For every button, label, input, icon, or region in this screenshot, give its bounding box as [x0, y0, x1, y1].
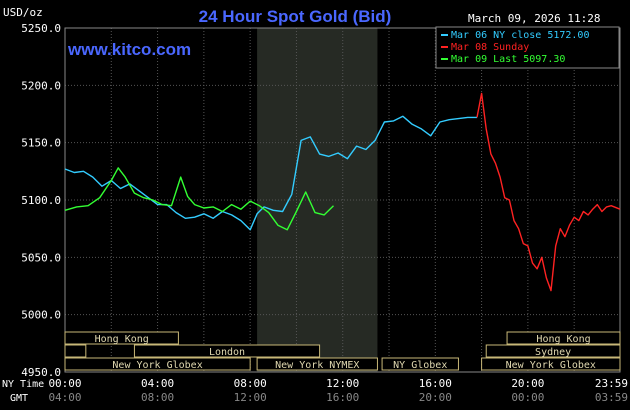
market-session-label: Sydney: [535, 347, 571, 358]
market-session-label: Hong Kong: [536, 334, 590, 345]
market-session-bar: [485, 344, 621, 358]
y-tick-label: 5100.0: [21, 194, 61, 207]
x-tick-label: 16:00: [419, 377, 452, 390]
series-line-0: [64, 115, 477, 231]
market-sessions: Hong Kong London New York Globex New York N…: [64, 331, 621, 371]
market-session-label: New York NYMEX: [275, 360, 359, 371]
market-session-label: London: [209, 347, 245, 358]
x-tick-label: 23:59: [595, 377, 628, 390]
gmt-tick-label: 16:00: [326, 391, 359, 404]
x-tick-label: 12:00: [326, 377, 359, 390]
axes: 4950.0 5000.0 5050.0 5100.0 5150.0 5200.0 5250…: [21, 22, 628, 404]
y-tick-label: 5200.0: [21, 79, 61, 92]
x-tick-label: 08:00: [234, 377, 267, 390]
y-tick-label: 4950.0: [21, 366, 61, 379]
legend-entry: Mar 09 Last 5097.30: [451, 54, 565, 65]
market-session-bar: [64, 331, 179, 345]
market-session-bar: [64, 344, 87, 358]
gmt-tick-label: 00:00: [511, 391, 544, 404]
market-session-label: New York Globex: [112, 360, 202, 371]
market-session-bar: [381, 357, 459, 371]
market-session-bar: [481, 357, 621, 371]
series-lines: [64, 92, 621, 292]
unit-label: USD/oz: [3, 6, 43, 19]
market-session-bar: [506, 331, 621, 345]
legend-box: [435, 26, 620, 69]
chart-title: 24 Hour Spot Gold (Bid): [199, 7, 392, 26]
gmt-tick-label: 12:00: [234, 391, 267, 404]
market-session-bar: [256, 357, 378, 371]
market-session-label: NY Globex: [393, 360, 447, 371]
gmt-tick-label: 20:00: [419, 391, 452, 404]
date-stamp: March 09, 2026 11:28: [468, 12, 600, 25]
gmt-tick-label: 08:00: [141, 391, 174, 404]
x-tick-label: 20:00: [511, 377, 544, 390]
ny-time-label: NY Time: [2, 379, 44, 390]
x-tick-label: 00:00: [48, 377, 81, 390]
market-session-bar: [64, 357, 251, 371]
legend-entry: Mar 08 Sunday: [451, 42, 529, 53]
site-watermark: www.kitco.com: [67, 40, 191, 59]
y-tick-label: 5000.0: [21, 309, 61, 322]
market-session-label: Hong Kong: [95, 334, 149, 345]
y-tick-label: 5150.0: [21, 137, 61, 150]
y-tick-label: 5250.0: [21, 22, 61, 35]
y-tick-label: 5050.0: [21, 251, 61, 264]
plot-area: [64, 27, 621, 373]
legend-entry: Mar 06 NY close 5172.00: [451, 30, 589, 41]
x-tick-label: 04:00: [141, 377, 174, 390]
gmt-label: GMT: [10, 393, 28, 404]
series-line-2: [64, 167, 334, 231]
gmt-tick-label: 04:00: [48, 391, 81, 404]
series-line-1: [476, 92, 621, 292]
market-session-label: New York Globex: [506, 360, 596, 371]
gmt-tick-label: 03:59: [595, 391, 628, 404]
market-session-bar: [133, 344, 321, 358]
plot-border: [64, 27, 621, 373]
